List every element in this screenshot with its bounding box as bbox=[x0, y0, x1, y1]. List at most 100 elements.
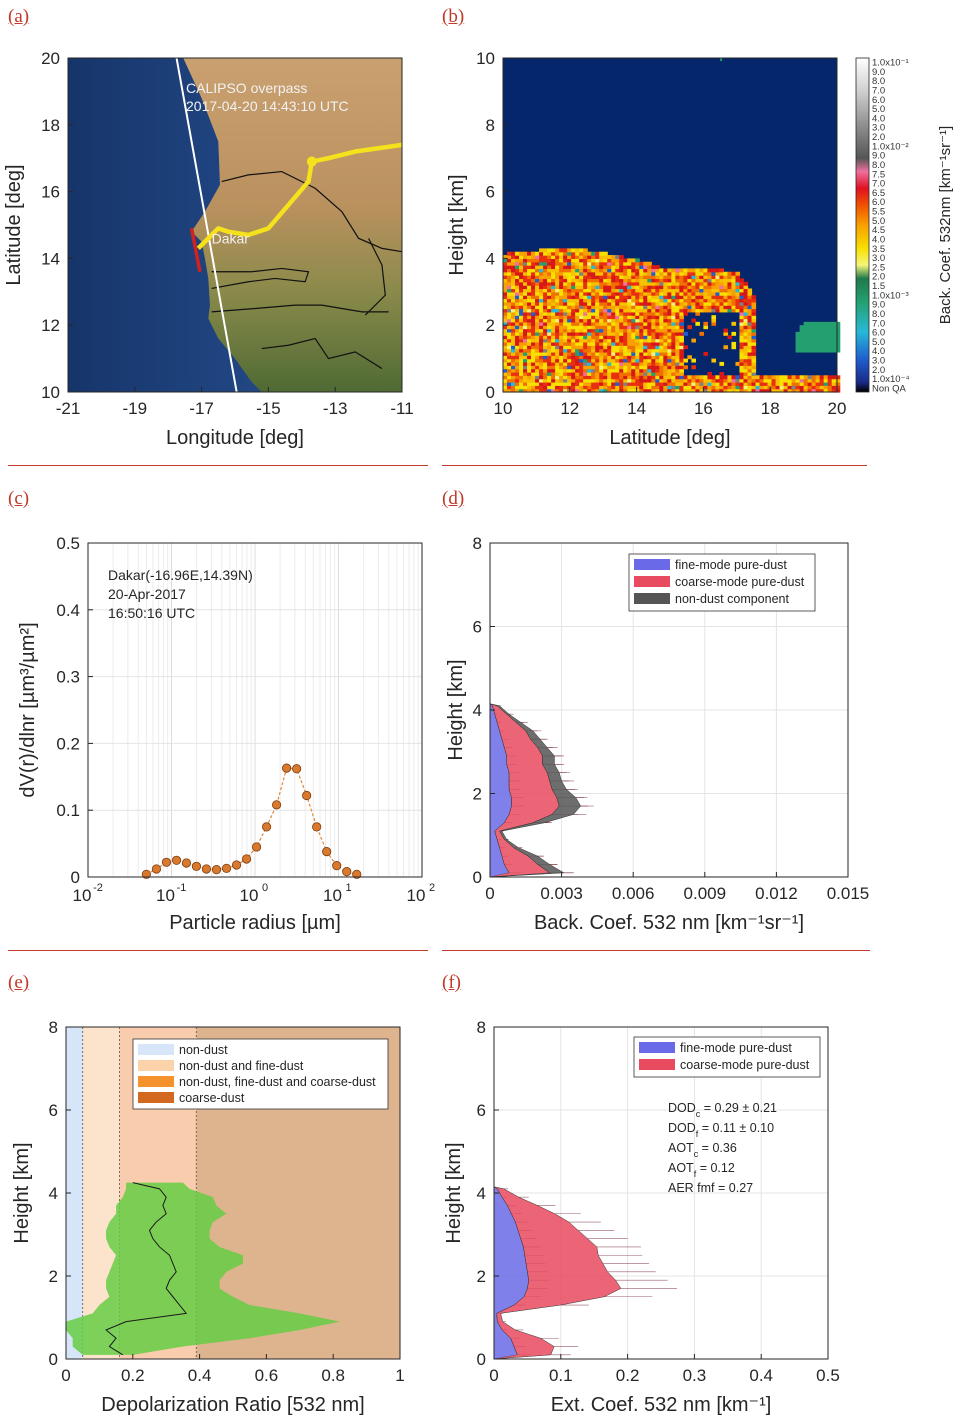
heatmap-cell bbox=[815, 381, 821, 386]
heatmap-cell bbox=[615, 281, 620, 286]
heatmap-cell bbox=[667, 298, 672, 303]
heatmap-cell bbox=[699, 378, 704, 383]
heatmap-cell bbox=[535, 335, 540, 340]
heatmap-cell bbox=[531, 281, 536, 286]
heatmap-cell bbox=[567, 355, 572, 360]
heatmap-cell bbox=[755, 385, 761, 390]
heatmap-cell bbox=[607, 261, 612, 266]
heatmap-cell bbox=[667, 338, 672, 343]
heatmap-cell bbox=[579, 355, 584, 360]
heatmap-cell bbox=[627, 385, 632, 390]
heatmap-cell bbox=[551, 355, 556, 360]
heatmap-cell bbox=[559, 248, 564, 253]
heatmap-cell bbox=[819, 341, 825, 346]
heatmap-cell bbox=[723, 281, 729, 286]
heatmap-cell bbox=[627, 381, 632, 386]
heatmap-cell bbox=[695, 271, 700, 276]
heatmap-cell bbox=[591, 358, 596, 363]
heatmap-cell bbox=[683, 331, 688, 336]
heatmap-cell bbox=[503, 325, 508, 330]
heatmap-cell bbox=[707, 275, 713, 280]
heatmap-cell bbox=[607, 358, 612, 363]
heatmap-cell bbox=[547, 318, 552, 323]
heatmap-cell bbox=[587, 278, 592, 283]
heatmap-cell bbox=[543, 335, 548, 340]
colorbar-tick-label: 3.0 bbox=[872, 123, 885, 134]
heatmap-cell bbox=[819, 325, 825, 330]
heatmap-cell bbox=[687, 305, 692, 310]
heatmap-cell bbox=[691, 358, 696, 363]
heatmap-cell bbox=[663, 381, 668, 386]
heatmap-cell bbox=[531, 291, 536, 296]
heatmap-cell bbox=[523, 358, 528, 363]
heatmap-cell bbox=[507, 355, 512, 360]
heatmap-cell bbox=[591, 351, 596, 356]
heatmap-cell bbox=[547, 288, 552, 293]
heatmap-cell bbox=[611, 358, 616, 363]
heatmap-cell bbox=[751, 301, 757, 306]
heatmap-cell bbox=[503, 365, 508, 370]
colorbar-tick-label: 4.0 bbox=[872, 113, 885, 124]
x-axis-label: Longitude [deg] bbox=[166, 427, 304, 449]
heatmap-cell bbox=[591, 348, 596, 353]
heatmap-cell bbox=[687, 385, 692, 390]
heatmap-cell bbox=[743, 301, 749, 306]
heatmap-cell bbox=[559, 335, 564, 340]
heatmap-cell bbox=[563, 335, 568, 340]
heatmap-cell bbox=[599, 301, 604, 306]
heatmap-cell bbox=[663, 285, 668, 290]
heatmap-cell bbox=[679, 298, 684, 303]
heatmap-cell bbox=[591, 328, 596, 333]
heatmap-cell bbox=[743, 388, 749, 393]
heatmap-cell bbox=[511, 331, 516, 336]
heatmap-cell bbox=[691, 385, 696, 390]
heatmap-cell bbox=[627, 295, 632, 300]
heatmap-cell bbox=[663, 331, 668, 336]
heatmap-cell bbox=[827, 321, 833, 326]
heatmap-cell bbox=[603, 365, 608, 370]
heatmap-cell bbox=[531, 385, 536, 390]
heatmap-cell bbox=[739, 281, 745, 286]
heatmap-cell bbox=[563, 271, 568, 276]
heatmap-cell bbox=[647, 388, 652, 393]
heatmap-cell bbox=[699, 285, 704, 290]
heatmap-cell bbox=[807, 321, 813, 326]
heatmap-cell bbox=[675, 345, 680, 350]
heatmap-cell bbox=[747, 385, 753, 390]
heatmap-cell bbox=[635, 338, 640, 343]
heatmap-cell bbox=[595, 331, 600, 336]
heatmap-cell bbox=[599, 315, 604, 320]
heatmap-cell bbox=[555, 268, 560, 273]
heatmap-cell bbox=[531, 351, 536, 356]
heatmap-cell bbox=[615, 381, 620, 386]
heatmap-cell bbox=[571, 268, 576, 273]
heatmap-cell bbox=[767, 375, 773, 380]
heatmap-cell bbox=[567, 345, 572, 350]
heatmap-cell bbox=[715, 308, 721, 313]
heatmap-cell bbox=[535, 345, 540, 350]
heatmap-cell bbox=[519, 375, 524, 380]
heatmap-cell bbox=[715, 288, 721, 293]
heatmap-cell bbox=[671, 385, 676, 390]
heatmap-cell bbox=[599, 385, 604, 390]
heatmap-cell bbox=[539, 315, 544, 320]
heatmap-cell bbox=[623, 275, 628, 280]
heatmap-cell bbox=[559, 345, 564, 350]
heatmap-cell bbox=[675, 335, 680, 340]
heatmap-cell bbox=[615, 348, 620, 353]
heatmap-cell bbox=[555, 345, 560, 350]
heatmap-cell bbox=[579, 301, 584, 306]
colorbar-tick-label: 9.0 bbox=[872, 300, 885, 311]
heatmap-cell bbox=[651, 308, 656, 313]
heatmap-cell bbox=[543, 375, 548, 380]
heatmap-cell bbox=[675, 378, 680, 383]
heatmap-cell bbox=[679, 311, 684, 316]
heatmap-cell bbox=[671, 361, 676, 366]
heatmap-cell bbox=[615, 278, 620, 283]
heatmap-cell bbox=[543, 328, 548, 333]
heatmap-cell bbox=[539, 258, 544, 263]
heatmap-cell bbox=[635, 328, 640, 333]
heatmap-cell bbox=[739, 368, 745, 373]
heatmap-cell bbox=[607, 348, 612, 353]
